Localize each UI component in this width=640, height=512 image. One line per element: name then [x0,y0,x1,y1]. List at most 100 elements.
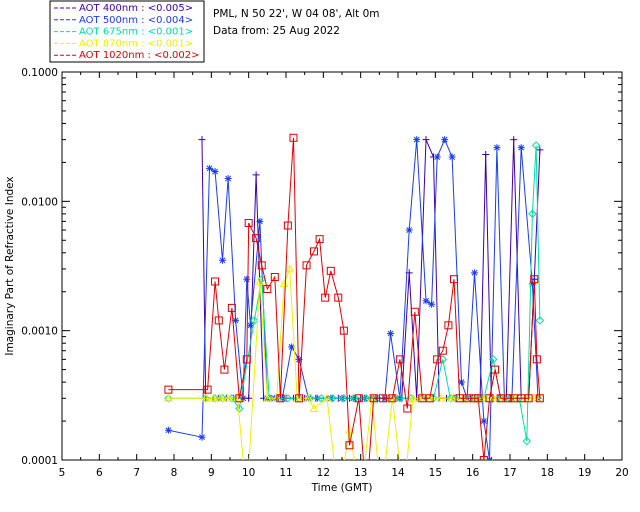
x-tick-label: 17 [503,467,516,479]
data-point [252,171,260,179]
data-point [235,404,244,413]
series-layer [164,133,545,502]
series-aot-1020nm [164,133,544,502]
data-point [302,261,311,270]
legend: AOT 400nm : <0.005>AOT 500nm : <0.004>AO… [49,0,205,63]
data-point [235,394,244,403]
data-point [255,276,265,285]
x-tick-label: 14 [391,467,405,479]
data-point [491,365,500,374]
data-point [433,153,441,161]
data-point [164,394,173,403]
data-point [354,394,363,403]
site-info-text: PML, N 50 22', W 04 08', Alt 0m [213,8,380,20]
x-axis-label: Time (GMT) [311,482,373,494]
data-point [474,394,483,403]
legend-entry: AOT 870nm : <0.001> [79,38,193,49]
data-point [328,394,337,403]
data-point [379,394,388,403]
data-point [535,394,544,403]
data-point [438,346,447,355]
data-point [210,394,220,403]
data-point [387,330,395,338]
data-point [425,394,434,403]
data-point [395,394,405,403]
data-point [388,394,397,403]
data-point [310,247,318,256]
legend-entry: AOT 400nm : <0.005> [79,3,193,14]
data-point [536,146,544,154]
series-line [168,137,541,460]
data-point [428,300,436,308]
data-point [504,394,513,403]
x-tick-label: 19 [578,467,591,479]
data-point [205,164,213,172]
data-point [334,293,343,302]
x-tick-label: 13 [354,467,367,479]
data-point [528,280,536,288]
data-point [304,393,313,402]
data-point [448,153,456,161]
data-point [262,393,272,402]
data-point [295,355,303,363]
data-point [493,144,501,152]
data-point [339,326,348,335]
data-point [403,404,412,413]
x-tick-label: 12 [317,467,330,479]
data-point [433,355,442,364]
data-point [250,316,259,325]
data-point [164,393,173,402]
legend-entry: AOT 1020nm : <0.002> [79,50,199,61]
data-point [363,495,370,502]
data-point [522,436,532,446]
data-point [309,404,319,412]
data-point [317,394,326,403]
data-point [285,264,295,273]
axes: 5 6 7 8 9 10 11 12 13 14 15 16 17 18 19 20 0.0001 0.0010 0… [21,67,628,479]
data-point [345,441,354,450]
data-point [531,141,541,150]
data-point [517,144,525,152]
data-point [289,133,298,142]
series-line [168,268,540,460]
x-tick-label: 5 [59,467,66,479]
data-point [400,495,407,501]
data-point [211,277,220,286]
data-point [164,426,172,434]
data-point [279,279,289,288]
data-point [219,256,227,264]
data-point [232,316,240,324]
data-point [243,495,250,501]
data-point [408,393,418,402]
data-point [535,316,545,325]
data-point [283,394,293,403]
y-tick-label: 0.0100 [21,196,58,208]
data-point [244,218,253,227]
data-point [369,394,378,403]
data-point [444,321,453,330]
date-info-text: Data from: 25 Aug 2022 [213,25,340,37]
x-tick-label: 10 [242,467,255,479]
data-point [395,355,404,364]
data-point [436,393,446,402]
data-point [485,394,494,403]
data-point [510,136,518,144]
data-point [339,394,349,403]
data-point [208,393,218,402]
data-point [247,321,255,329]
data-point [295,394,304,403]
x-tick-label: 16 [466,467,480,479]
legend-entry: AOT 675nm : <0.001> [79,27,193,38]
data-point [480,417,488,425]
x-tick-label: 7 [133,467,140,479]
data-point [345,425,354,434]
x-tick-label: 18 [541,467,554,479]
data-point [201,394,210,403]
data-point [405,226,413,234]
x-tick-label: 20 [615,467,628,479]
data-point [457,378,465,386]
data-point [471,269,479,277]
data-point [530,275,539,284]
